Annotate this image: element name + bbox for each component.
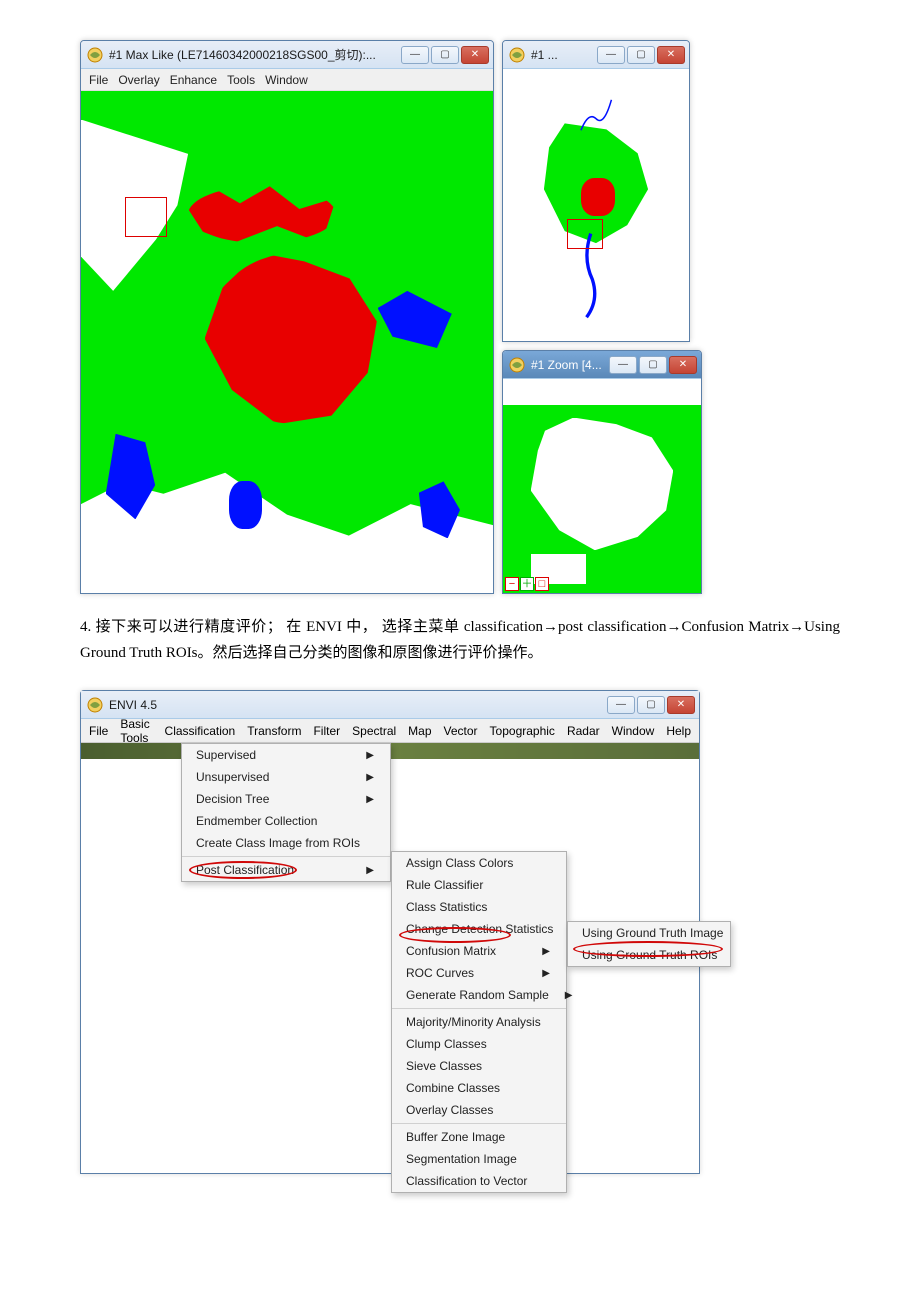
minimize-button[interactable]: — xyxy=(401,46,429,64)
menu-classification[interactable]: Classification xyxy=(165,724,236,738)
menu-file[interactable]: File xyxy=(89,73,108,87)
overview-canvas[interactable] xyxy=(503,69,689,341)
envi-main-window: ENVI 4.5 — ▢ ✕ File Basic Tools Classifica… xyxy=(80,690,700,1174)
classification-item-post-classification[interactable]: Post Classification▶ xyxy=(182,859,390,881)
menu-help[interactable]: Help xyxy=(666,724,691,738)
menu-radar[interactable]: Radar xyxy=(567,724,600,738)
arrow-icon: → xyxy=(789,618,804,635)
menu-file[interactable]: File xyxy=(89,724,108,738)
close-button[interactable]: ✕ xyxy=(669,356,697,374)
minimize-button[interactable]: — xyxy=(597,46,625,64)
submenu-arrow-icon: ▶ xyxy=(366,865,374,876)
confusion-matrix-menu: Using Ground Truth ImageUsing Ground Tru… xyxy=(567,921,731,967)
post-classification-item-sieve-classes[interactable]: Sieve Classes xyxy=(392,1055,566,1077)
post-classification-item-overlay-classes[interactable]: Overlay Classes xyxy=(392,1099,566,1121)
envi-menubar: File Basic Tools Classification Transform Fi… xyxy=(81,719,699,743)
zoom-canvas[interactable]: − ＋ □ xyxy=(503,379,701,593)
post-classification-item-buffer-zone-image[interactable]: Buffer Zone Image xyxy=(392,1126,566,1148)
confusion-item-using-ground-truth-image[interactable]: Using Ground Truth Image xyxy=(568,922,730,944)
zoom-title-text: #1 Zoom [4... xyxy=(531,358,609,372)
zoom-titlebar[interactable]: #1 Zoom [4... — ▢ ✕ xyxy=(503,351,701,379)
menu-overlay[interactable]: Overlay xyxy=(118,73,159,87)
zoom-window: #1 Zoom [4... — ▢ ✕ − ＋ xyxy=(502,350,702,594)
post-classification-item-confusion-matrix[interactable]: Confusion Matrix▶ xyxy=(392,940,566,962)
post-classification-item-segmentation-image[interactable]: Segmentation Image xyxy=(392,1148,566,1170)
minimize-button[interactable]: — xyxy=(609,356,637,374)
close-button[interactable]: ✕ xyxy=(657,46,685,64)
post-classification-item-class-statistics[interactable]: Class Statistics xyxy=(392,896,566,918)
zoom-out-button[interactable]: − xyxy=(505,577,519,591)
post-classification-item-majority-minority-analysis[interactable]: Majority/Minority Analysis xyxy=(392,1011,566,1033)
main-selection-box[interactable] xyxy=(125,197,167,237)
envi-icon xyxy=(87,47,103,63)
confusion-item-using-ground-truth-rois[interactable]: Using Ground Truth ROIs xyxy=(568,944,730,966)
post-classification-item-roc-curves[interactable]: ROC Curves▶ xyxy=(392,962,566,984)
instruction-paragraph: 4. 接下来可以进行精度评价； 在 ENVI 中， 选择主菜单 classifi… xyxy=(80,614,840,666)
submenu-arrow-icon: ▶ xyxy=(366,750,374,761)
close-button[interactable]: ✕ xyxy=(461,46,489,64)
post-classification-item-rule-classifier[interactable]: Rule Classifier xyxy=(392,874,566,896)
menu-filter[interactable]: Filter xyxy=(313,724,340,738)
minimize-button[interactable]: — xyxy=(607,696,635,714)
maximize-button[interactable]: ▢ xyxy=(431,46,459,64)
envi-display-windows: #1 Max Like (LE71460342000218SGS00_剪切):.… xyxy=(80,40,840,594)
classification-menu: Supervised▶Unsupervised▶Decision Tree▶En… xyxy=(181,743,391,882)
menu-window[interactable]: Window xyxy=(265,73,308,87)
main-classification-canvas[interactable] xyxy=(81,91,493,567)
post-classification-item-classification-to-vector[interactable]: Classification to Vector xyxy=(392,1170,566,1192)
post-classification-item-generate-random-sample[interactable]: Generate Random Sample▶ xyxy=(392,984,566,1006)
submenu-arrow-icon: ▶ xyxy=(565,990,573,1001)
menu-map[interactable]: Map xyxy=(408,724,431,738)
envi-icon xyxy=(87,697,103,713)
envi-icon xyxy=(509,357,525,373)
envi-icon xyxy=(509,47,525,63)
menu-enhance[interactable]: Enhance xyxy=(170,73,217,87)
overview-title-text: #1 ... xyxy=(531,48,597,62)
maximize-button[interactable]: ▢ xyxy=(637,696,665,714)
zoom-in-button[interactable]: ＋ xyxy=(520,577,534,591)
arrow-icon: → xyxy=(543,618,558,635)
envi-title-text: ENVI 4.5 xyxy=(109,698,607,712)
close-button[interactable]: ✕ xyxy=(667,696,695,714)
classification-item-decision-tree[interactable]: Decision Tree▶ xyxy=(182,788,390,810)
post-classification-item-assign-class-colors[interactable]: Assign Class Colors xyxy=(392,852,566,874)
submenu-arrow-icon: ▶ xyxy=(542,968,550,979)
menu-vector[interactable]: Vector xyxy=(444,724,478,738)
menu-topographic[interactable]: Topographic xyxy=(490,724,555,738)
main-titlebar[interactable]: #1 Max Like (LE71460342000218SGS00_剪切):.… xyxy=(81,41,493,69)
overview-titlebar[interactable]: #1 ... — ▢ ✕ xyxy=(503,41,689,69)
maximize-button[interactable]: ▢ xyxy=(627,46,655,64)
arrow-icon: → xyxy=(666,618,681,635)
zoom-square-button[interactable]: □ xyxy=(535,577,549,591)
maximize-button[interactable]: ▢ xyxy=(639,356,667,374)
envi-body: Supervised▶Unsupervised▶Decision Tree▶En… xyxy=(81,743,699,1173)
post-classification-item-change-detection-statistics[interactable]: Change Detection Statistics xyxy=(392,918,566,940)
classification-item-endmember-collection[interactable]: Endmember Collection xyxy=(182,810,390,832)
menu-tools[interactable]: Tools xyxy=(227,73,255,87)
menu-window[interactable]: Window xyxy=(612,724,655,738)
submenu-arrow-icon: ▶ xyxy=(366,794,374,805)
post-classification-item-clump-classes[interactable]: Clump Classes xyxy=(392,1033,566,1055)
step-number: 4. xyxy=(80,619,96,635)
post-classification-menu: Assign Class ColorsRule ClassifierClass … xyxy=(391,851,567,1193)
menu-transform[interactable]: Transform xyxy=(247,724,301,738)
post-classification-item-combine-classes[interactable]: Combine Classes xyxy=(392,1077,566,1099)
main-title-text: #1 Max Like (LE71460342000218SGS00_剪切):.… xyxy=(109,46,401,63)
classification-item-supervised[interactable]: Supervised▶ xyxy=(182,744,390,766)
submenu-arrow-icon: ▶ xyxy=(542,946,550,957)
overview-selection-box[interactable] xyxy=(567,219,603,249)
main-display-window: #1 Max Like (LE71460342000218SGS00_剪切):.… xyxy=(80,40,494,594)
overview-window: #1 ... — ▢ ✕ xyxy=(502,40,690,342)
classification-item-unsupervised[interactable]: Unsupervised▶ xyxy=(182,766,390,788)
submenu-arrow-icon: ▶ xyxy=(366,772,374,783)
menu-spectral[interactable]: Spectral xyxy=(352,724,396,738)
classification-item-create-class-image-from-rois[interactable]: Create Class Image from ROIs xyxy=(182,832,390,854)
envi-titlebar[interactable]: ENVI 4.5 — ▢ ✕ xyxy=(81,691,699,719)
menu-basic-tools[interactable]: Basic Tools xyxy=(120,717,152,745)
main-menubar: File Overlay Enhance Tools Window xyxy=(81,69,493,91)
